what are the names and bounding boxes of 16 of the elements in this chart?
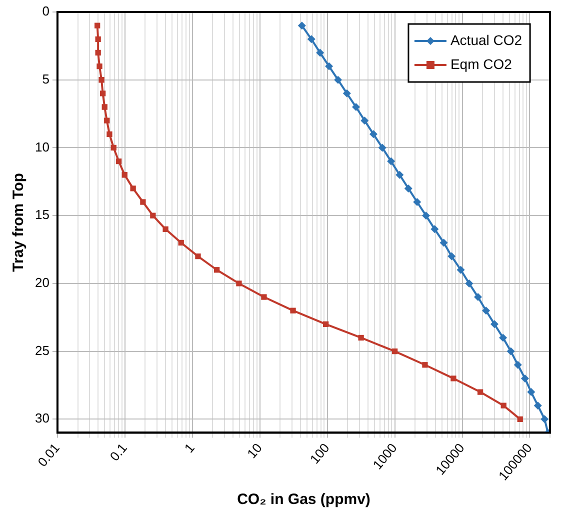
y-tick-label: 25 <box>34 342 50 358</box>
y-tick-label: 10 <box>34 139 50 154</box>
legend-label: Actual CO2 <box>450 32 522 48</box>
y-tick-label: 0 <box>42 4 50 19</box>
y-tick-label: 15 <box>34 207 50 222</box>
x-tick-label: 1 <box>181 440 198 456</box>
y-tick-label: 20 <box>34 275 50 290</box>
x-tick-label: 100 <box>306 440 332 467</box>
y-tick-label: 5 <box>42 71 50 86</box>
legend-label: Eqm CO2 <box>450 56 512 72</box>
y-axis-title: Tray from Top <box>10 172 28 272</box>
x-axis-title: CO₂ in Gas (ppmv) <box>237 491 370 508</box>
x-tick-label: 0.1 <box>106 440 130 464</box>
x-tick-label: 0.01 <box>34 440 62 470</box>
x-tick-label: 10 <box>244 440 265 462</box>
y-tick-label: 30 <box>34 410 50 426</box>
